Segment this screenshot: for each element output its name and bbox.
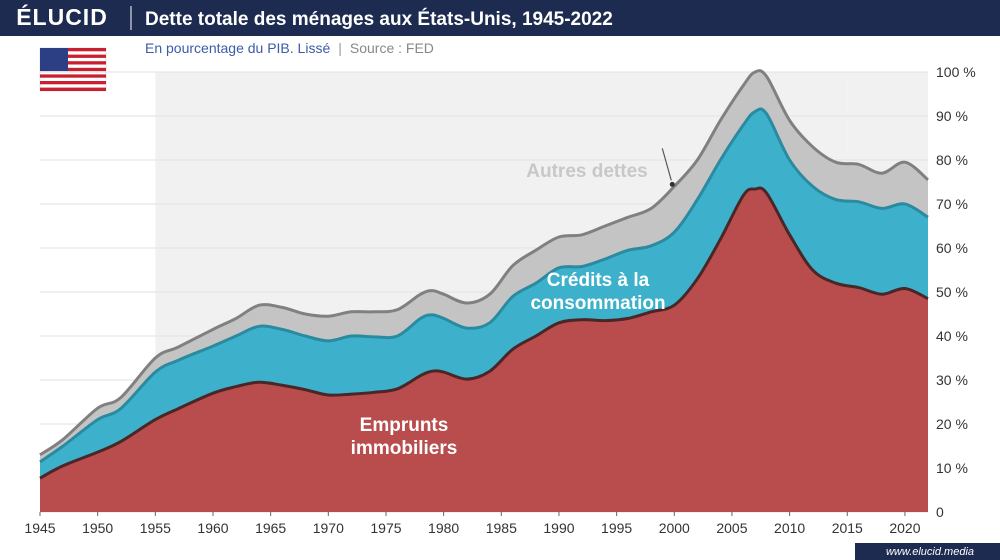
area-outline: [39, 69, 929, 457]
annotation-dot: [669, 181, 675, 187]
x-tick-label: 1970: [313, 520, 344, 536]
y-tick-label: 40 %: [936, 328, 968, 344]
x-tick-label: 1945: [24, 520, 55, 536]
subtitle: En pourcentage du PIB. Lissé: [145, 40, 330, 56]
x-tick-label: 1950: [82, 520, 113, 536]
x-tick-label: 1990: [543, 520, 574, 536]
x-tick-label: 1965: [255, 520, 286, 536]
x-tick-label: 2020: [889, 520, 920, 536]
header-bar: [0, 0, 1000, 36]
y-tick-label: 0: [936, 504, 944, 520]
separator: |: [338, 40, 342, 56]
x-tick-label: 2015: [832, 520, 863, 536]
series-label: Crédits à la consommation: [530, 270, 666, 314]
x-tick-label: 1995: [601, 520, 632, 536]
area: [40, 108, 928, 479]
area-outline: [39, 186, 929, 480]
chart-title: Dette totale des ménages aux États-Unis,…: [145, 8, 613, 30]
flag: [39, 47, 107, 92]
area: [40, 70, 928, 462]
y-tick-label: 90 %: [936, 108, 968, 124]
annotation-leader: [661, 148, 672, 181]
area: [40, 188, 928, 512]
footer-bar: [855, 543, 1000, 560]
x-tick-label: 1985: [486, 520, 517, 536]
y-tick-label: 30 %: [936, 372, 968, 388]
source: Source : FED: [350, 40, 434, 56]
x-tick-label: 1955: [140, 520, 171, 536]
y-tick-label: 80 %: [936, 152, 968, 168]
footer-url: www.elucid.media: [886, 546, 974, 558]
area-outline: [39, 107, 929, 464]
series-label: Autres dettes: [526, 160, 648, 182]
y-tick-label: 50 %: [936, 284, 968, 300]
x-tick-label: 1980: [428, 520, 459, 536]
y-tick-label: 10 %: [936, 460, 968, 476]
y-tick-label: 20 %: [936, 416, 968, 432]
y-tick-label: 100 %: [936, 64, 976, 80]
x-tick-label: 2000: [659, 520, 690, 536]
series-label: Emprunts immobiliers: [350, 415, 458, 459]
brand: ÉLUCID: [16, 3, 108, 30]
x-tick-label: 1975: [370, 520, 401, 536]
x-tick-label: 2005: [716, 520, 747, 536]
y-tick-label: 60 %: [936, 240, 968, 256]
x-tick-label: 2010: [774, 520, 805, 536]
y-tick-label: 70 %: [936, 196, 968, 212]
x-tick-label: 1960: [197, 520, 228, 536]
